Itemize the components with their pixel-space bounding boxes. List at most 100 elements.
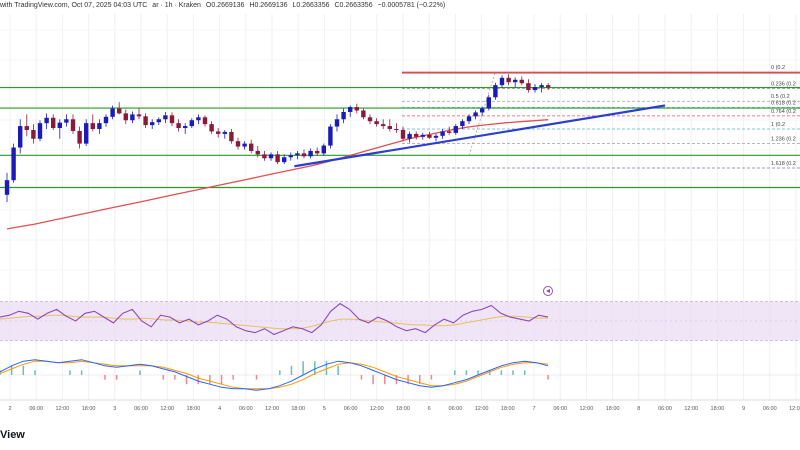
x-tick-label: 06:00 (344, 406, 358, 412)
x-tick-label: 06:00 (134, 406, 148, 412)
x-tick-label: 18:00 (606, 406, 620, 412)
candle-body (420, 134, 425, 137)
candle-body (295, 153, 300, 156)
header-high: H0.2669136 (249, 2, 288, 9)
candle-body (460, 121, 465, 127)
candle-body (31, 129, 36, 139)
candle-body (328, 126, 333, 146)
candle-body (64, 119, 69, 123)
x-tick-label: 18:00 (396, 406, 410, 412)
candle-body (150, 122, 155, 126)
candle-body (367, 117, 373, 122)
candle-body (288, 155, 293, 158)
candle-body (480, 108, 485, 113)
candle-body (123, 113, 128, 121)
header-close: C0.2663356 (334, 2, 373, 9)
x-tick-label: 06:00 (553, 406, 567, 412)
trendline (294, 104, 666, 168)
candle-body (453, 126, 458, 133)
chart-header: with TradingView.com, Oct 07, 2025 04:03… (0, 2, 448, 9)
candle-body (282, 157, 287, 163)
x-tick-label: 06:00 (658, 406, 672, 412)
candle-body (361, 110, 366, 118)
candle-body (77, 130, 82, 144)
replay-icon (543, 286, 553, 296)
candle-body (400, 129, 406, 139)
candle-body (4, 180, 10, 195)
candle-body (70, 119, 76, 131)
x-tick-label: 6 (428, 406, 431, 412)
x-tick-label: 06:00 (29, 406, 43, 412)
header-change: −0.0005781 (−0.22%) (377, 2, 446, 9)
candle-body (275, 154, 280, 163)
tradingview-brand: View (0, 429, 25, 441)
candle-body (11, 147, 16, 181)
candle-body (387, 126, 392, 129)
candle-body (156, 119, 161, 123)
candle-body (235, 141, 241, 147)
fib-level-label: 0.618 (0.2 (771, 101, 796, 107)
candle-body (414, 133, 419, 137)
candle-body (526, 83, 531, 90)
x-tick-label: 18:00 (501, 406, 515, 412)
candle-body (18, 126, 23, 148)
candle-body (268, 154, 274, 159)
candle-body (513, 79, 518, 83)
x-tick-label: 12:00 (580, 406, 594, 412)
candle-body (249, 143, 254, 151)
x-tick-label: 12:00 (265, 406, 279, 412)
candle-body (315, 150, 320, 154)
candle-body (341, 111, 346, 120)
x-tick-label: 18:00 (82, 406, 96, 412)
candle-body (486, 97, 491, 109)
x-tick-label: 3 (113, 406, 116, 412)
candle-body (130, 114, 135, 121)
candle-body (493, 85, 498, 98)
candle-body (546, 85, 551, 88)
candle-body (354, 107, 359, 111)
candle-body (37, 123, 43, 139)
candle-body (499, 77, 505, 86)
x-tick-label: 12:00 (370, 406, 384, 412)
candle-body (255, 150, 260, 155)
candle-body (209, 124, 214, 132)
fib-range-diagonal (468, 71, 496, 156)
candle-body (189, 120, 194, 127)
candle-body (57, 122, 62, 129)
candle-body (301, 153, 307, 157)
x-tick-label: 12:00 (160, 406, 174, 412)
candle-body (539, 85, 544, 88)
candle-body (176, 123, 181, 129)
fib-level-label: 0 (0.2 (771, 65, 785, 71)
fib-level-label: 1.236 (0.2 (771, 137, 796, 143)
fib-level-label: 0.5 (0.2 (771, 94, 790, 100)
candle-body (51, 117, 56, 129)
candle-body (242, 143, 247, 147)
candle-body (506, 77, 511, 83)
x-tick-label: 12:00 (475, 406, 489, 412)
candle-body (321, 145, 326, 154)
candle-body (216, 131, 221, 134)
fib-level-label: 1.618 (0.2 (771, 161, 796, 167)
x-tick-label: 06:00 (763, 406, 777, 412)
header-low: L0.2663356 (292, 2, 330, 9)
x-tick-label: 9 (742, 406, 745, 412)
x-tick-label: 5 (323, 406, 326, 412)
candle-body (222, 131, 227, 134)
x-tick-label: 4 (218, 406, 221, 412)
candle-body (348, 107, 353, 112)
fib-level-label: 0.236 (0.2 (771, 82, 796, 88)
rsi-ma-line (0, 314, 548, 330)
x-tick-label: 18:00 (711, 406, 725, 412)
candle-body (97, 123, 102, 129)
candle-body (117, 108, 122, 114)
candle-body (44, 117, 49, 124)
x-tick-label: 12:00 (56, 406, 70, 412)
header-symbol: ar · 1h · Kraken (152, 2, 201, 9)
replay-arrow-icon (546, 289, 550, 293)
candle-body (473, 112, 478, 117)
candle-body (110, 108, 115, 117)
x-tick-label: 18:00 (291, 406, 305, 412)
x-tick-label: 18:00 (187, 406, 201, 412)
